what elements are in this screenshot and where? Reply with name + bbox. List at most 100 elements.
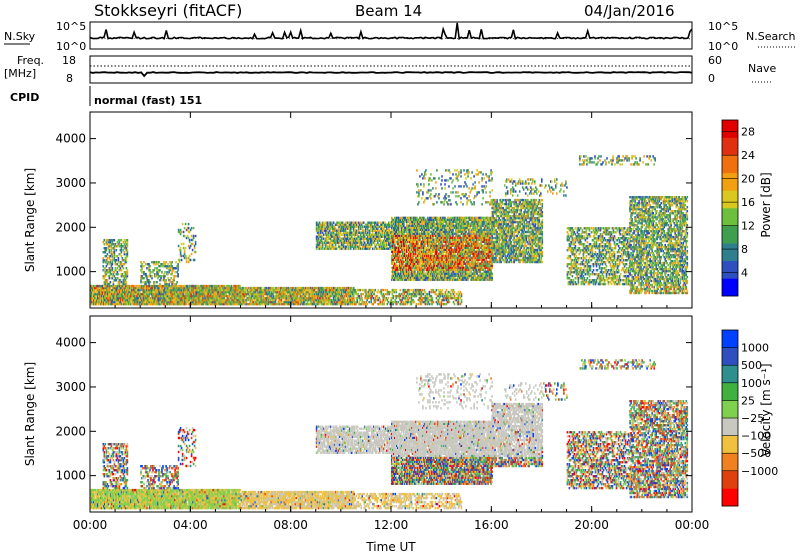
power-cell xyxy=(107,288,109,292)
power-cell xyxy=(177,288,179,292)
power-cell xyxy=(208,302,210,306)
power-cell xyxy=(125,294,127,298)
power-cell xyxy=(211,290,213,294)
power-cell xyxy=(142,296,144,300)
power-cell xyxy=(132,290,134,294)
power-cell xyxy=(194,294,196,298)
power-cell xyxy=(208,290,210,294)
power-cell xyxy=(255,288,258,292)
power-cell xyxy=(240,294,243,298)
power-cell xyxy=(91,286,93,290)
power-cell xyxy=(228,302,231,306)
power-cell xyxy=(139,296,141,300)
power-cell xyxy=(209,294,211,298)
power-cell xyxy=(224,298,226,302)
power-cell xyxy=(172,294,174,298)
power-cell xyxy=(172,286,174,290)
power-cell xyxy=(236,290,239,294)
power-cell xyxy=(152,298,154,302)
power-cell xyxy=(175,294,177,298)
power-cell xyxy=(196,284,198,288)
power-cell xyxy=(119,284,121,288)
power-cell xyxy=(170,298,172,302)
power-cell xyxy=(198,300,200,304)
power-cell xyxy=(180,242,183,246)
power-cell xyxy=(239,288,242,292)
power-cell xyxy=(249,292,252,296)
power-cell xyxy=(168,286,170,290)
power-cell xyxy=(216,284,218,288)
power-cell xyxy=(107,300,109,304)
power-cell xyxy=(257,298,260,302)
power-cell xyxy=(213,290,215,294)
power-cell xyxy=(147,296,149,300)
power-cell xyxy=(258,290,261,294)
power-cell xyxy=(259,296,262,300)
power-cell xyxy=(177,286,179,290)
power-cell xyxy=(122,296,124,300)
power-cell xyxy=(252,296,255,300)
power-cell xyxy=(211,300,213,304)
power-cell xyxy=(109,290,111,294)
power-cell xyxy=(130,296,132,300)
power-cell xyxy=(121,294,123,298)
power-cell xyxy=(148,292,150,296)
power-cell xyxy=(154,296,156,300)
power-cell xyxy=(104,300,106,304)
power-cell xyxy=(129,292,131,296)
power-cell xyxy=(141,302,143,306)
power-cell xyxy=(200,302,202,306)
power-cell xyxy=(108,284,110,288)
power-cell xyxy=(118,296,120,300)
power-cell xyxy=(199,296,201,300)
power-cell xyxy=(117,284,119,288)
power-cell xyxy=(145,290,147,294)
power-cell xyxy=(221,292,223,296)
power-cell xyxy=(141,284,143,288)
power-cell xyxy=(258,294,261,298)
power-cell xyxy=(113,284,115,288)
power-cell xyxy=(225,290,228,294)
power-cell xyxy=(131,290,133,294)
power-cell xyxy=(148,294,150,298)
power-cell xyxy=(126,239,129,242)
power-cell xyxy=(144,296,146,300)
power-cell xyxy=(96,292,98,296)
power-cell xyxy=(137,288,139,292)
power-cell xyxy=(172,302,174,306)
power-cell xyxy=(97,292,99,296)
power-cell xyxy=(246,290,249,294)
power-cell xyxy=(175,302,177,306)
power-cell xyxy=(150,302,152,306)
power-cell xyxy=(177,298,179,302)
power-cell xyxy=(254,300,257,304)
power-cell xyxy=(166,292,168,296)
power-cell xyxy=(240,302,243,306)
power-cell xyxy=(133,300,135,304)
power-cell xyxy=(165,300,167,304)
power-cell xyxy=(248,290,251,294)
freq-label-line2: [MHz] xyxy=(4,67,36,80)
power-cell xyxy=(161,290,163,294)
power-cell xyxy=(191,248,194,252)
power-cell xyxy=(93,300,95,304)
power-cell xyxy=(105,294,107,298)
power-cell xyxy=(160,288,162,292)
power-cell xyxy=(152,288,154,292)
power-cell xyxy=(173,286,175,290)
power-cell xyxy=(99,294,101,298)
power-cell xyxy=(192,294,194,298)
power-cell xyxy=(94,298,96,302)
power-cell xyxy=(185,284,187,288)
power-cell xyxy=(229,292,232,296)
power-cell xyxy=(115,302,117,306)
power-cell xyxy=(204,302,206,306)
power-cell xyxy=(150,296,152,300)
power-cell xyxy=(155,284,157,288)
power-cell xyxy=(105,247,108,250)
power-cell xyxy=(110,296,112,300)
power-cell xyxy=(152,290,154,294)
power-cell xyxy=(211,292,213,296)
power-cell xyxy=(137,300,139,304)
power-cell xyxy=(426,292,429,296)
